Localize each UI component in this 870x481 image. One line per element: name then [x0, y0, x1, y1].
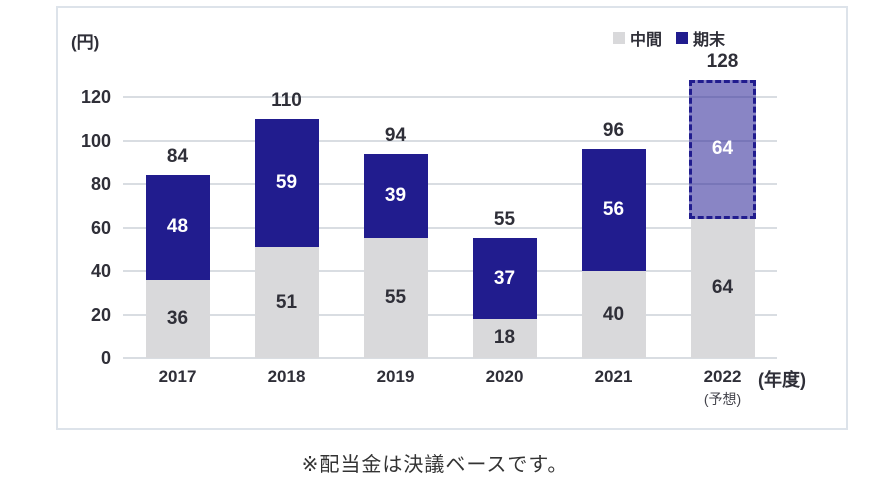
y-tick-label: 0 [100, 348, 111, 368]
bar-segment-期末: 59 [254, 118, 319, 248]
bar-segment-中間: 40 [581, 271, 646, 358]
bar-value-label: 59 [275, 171, 298, 193]
y-tick-label: 40 [90, 261, 111, 281]
legend-item-label: 期末 [693, 32, 726, 49]
bar-segment-forecast: 64 [689, 79, 756, 219]
bar-total-label: 110 [271, 89, 302, 111]
bar-segment-期末: 37 [472, 238, 537, 319]
bar-value-label: 37 [493, 267, 516, 289]
bar-value-label: 64 [711, 138, 734, 160]
y-tick-label: 100 [80, 130, 111, 151]
x-tick-label: 2020 [485, 367, 524, 386]
bar-value-label: 48 [166, 216, 189, 238]
gridline-y-40 [123, 270, 777, 272]
bar-segment-期末: 39 [363, 153, 428, 239]
bar-total-label: 128 [706, 50, 739, 72]
gridline-y-20 [123, 313, 777, 316]
bar-value-label: 18 [493, 327, 516, 349]
bar-value-label: 55 [384, 287, 407, 309]
bar-total-label: 94 [384, 124, 407, 146]
x-tick-label: 2019 [376, 367, 415, 386]
plot-area: 0 20 40 60 80 100 120 36 48 84 2017 51 59 110 2018 55 39… [81, 51, 777, 407]
bar-value-label: 39 [384, 184, 407, 206]
bar-total-label: 84 [166, 146, 189, 168]
x-tick-label: 2017 [158, 367, 197, 386]
bar-segment-中間: 64 [690, 218, 755, 358]
bar-value-label: 64 [711, 277, 734, 299]
bar-total-label: 55 [493, 209, 516, 231]
legend: 中間 期末 [613, 26, 725, 50]
bar-value-label: 36 [166, 307, 189, 329]
y-tick-label: 120 [80, 87, 111, 107]
y-axis-unit-label: (円) [71, 33, 100, 52]
bar-segment-中間: 18 [472, 318, 537, 358]
x-tick-label: 2022 [703, 367, 742, 386]
bar-segment-期末: 48 [145, 175, 210, 280]
x-tick-label: 2021 [594, 367, 633, 386]
gridline-y-120 [123, 96, 777, 98]
bar-total-label: 96 [602, 120, 625, 142]
gridline-y-80 [123, 183, 777, 185]
legend-item-interim: 中間 [613, 26, 662, 50]
y-tick-label: 20 [90, 304, 111, 325]
interim-swatch-icon [613, 32, 625, 44]
gridline-y-100 [123, 139, 777, 142]
gridline-y-60 [123, 226, 777, 229]
bar-value-label: 40 [602, 303, 625, 325]
bar-segment-中間: 51 [254, 247, 319, 358]
forecast-note-label: (予想) [703, 391, 742, 407]
gridline-y-0 [123, 357, 777, 359]
bar-value-label: 56 [602, 199, 625, 221]
x-tick-label: 2018 [267, 367, 306, 386]
final-swatch-icon [676, 32, 689, 44]
legend-item-final: 期末 [676, 26, 725, 50]
bar-value-label: 51 [275, 291, 298, 313]
y-tick-label: 60 [90, 217, 111, 238]
y-tick-label: 80 [90, 174, 111, 194]
x-axis-suffix-label: (年度) [758, 370, 806, 390]
bar-segment-期末: 56 [581, 149, 646, 271]
bar-segment-中間: 36 [145, 279, 210, 358]
footnote: ※配当金は決議ベースです。 [301, 454, 569, 476]
bar-segment-中間: 55 [363, 238, 428, 358]
legend-item-label: 中間 [630, 32, 663, 49]
